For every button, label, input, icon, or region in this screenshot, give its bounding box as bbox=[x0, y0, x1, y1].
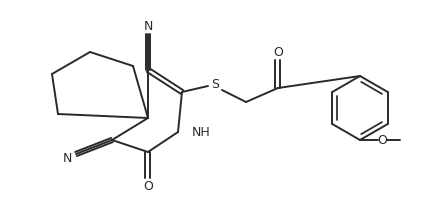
Text: NH: NH bbox=[192, 126, 211, 138]
Text: S: S bbox=[211, 78, 219, 90]
Text: O: O bbox=[273, 46, 283, 58]
Text: O: O bbox=[143, 179, 153, 192]
Text: O: O bbox=[377, 133, 387, 146]
Text: N: N bbox=[143, 19, 153, 32]
Text: N: N bbox=[62, 153, 71, 165]
